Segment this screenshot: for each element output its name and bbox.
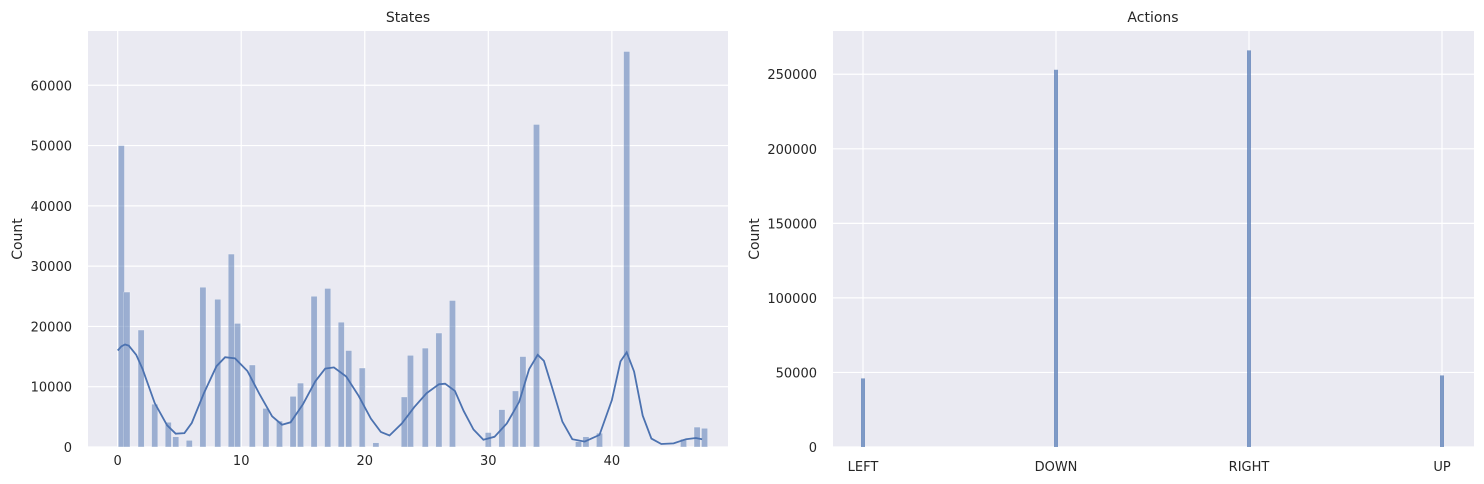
actions-bar xyxy=(1054,69,1058,447)
states-y-tick-label: 10000 xyxy=(31,381,72,396)
states-bar xyxy=(623,51,631,448)
states-bar xyxy=(123,291,131,448)
actions-y-tick-label: 0 xyxy=(809,441,817,456)
actions-x-ticks: LEFT DOWN RIGHT UP xyxy=(848,460,1451,475)
states-y-tick-label: 30000 xyxy=(31,260,72,275)
states-y-axis-label: Count xyxy=(10,218,26,260)
states-bar xyxy=(533,124,540,448)
states-y-tick-label: 20000 xyxy=(31,320,72,335)
states-bar xyxy=(337,321,345,448)
states-bar xyxy=(248,364,256,448)
actions-y-tick-label: 100000 xyxy=(767,292,817,307)
states-bar xyxy=(519,356,527,448)
states-bar xyxy=(137,329,145,448)
states-x-tick-label: 30 xyxy=(480,454,497,469)
states-bar xyxy=(512,390,519,448)
states-y-tick-label: 0 xyxy=(64,441,72,456)
actions-x-tick-label: DOWN xyxy=(1035,460,1078,475)
states-y-ticks: 0 10000 20000 30000 40000 50000 60000 xyxy=(31,79,72,456)
states-bar xyxy=(227,253,235,448)
actions-panel: LEFT DOWN RIGHT UP 0 50000 100000 150000 200000… xyxy=(747,10,1474,475)
states-bar xyxy=(234,323,241,448)
states-bar xyxy=(693,426,701,448)
states-x-tick-label: 10 xyxy=(233,454,250,469)
states-title: States xyxy=(386,10,430,26)
states-bar xyxy=(407,355,414,448)
actions-y-ticks: 0 50000 100000 150000 200000 250000 xyxy=(767,68,817,456)
states-x-tick-label: 20 xyxy=(356,454,373,469)
actions-x-tick-label: LEFT xyxy=(848,460,879,475)
states-bar xyxy=(435,332,443,448)
actions-plot-area xyxy=(833,31,1474,447)
actions-x-tick-label: RIGHT xyxy=(1229,460,1270,475)
states-bar xyxy=(701,428,708,448)
states-bar xyxy=(151,403,159,448)
actions-y-axis-label: Count xyxy=(747,218,763,260)
states-bar xyxy=(164,422,172,448)
states-y-tick-label: 50000 xyxy=(31,140,72,155)
states-bar xyxy=(172,436,180,448)
actions-bar xyxy=(1247,50,1251,447)
states-bar xyxy=(118,145,125,448)
states-bar xyxy=(575,441,582,448)
states-panel: 0 10 20 30 40 0 10000 20000 30000 40000 50000 6000… xyxy=(10,10,728,469)
states-bars xyxy=(118,51,708,448)
actions-bar xyxy=(861,378,865,447)
states-y-tick-label: 40000 xyxy=(31,200,72,215)
states-gridlines xyxy=(88,31,728,448)
states-bar xyxy=(276,420,283,448)
states-bar xyxy=(372,442,380,448)
states-y-tick-label: 60000 xyxy=(31,79,72,94)
actions-y-tick-label: 250000 xyxy=(767,68,817,83)
actions-y-tick-label: 200000 xyxy=(767,143,817,158)
actions-y-tick-label: 150000 xyxy=(767,217,817,232)
actions-x-tick-label: UP xyxy=(1433,460,1451,475)
states-x-tick-label: 0 xyxy=(114,454,122,469)
actions-bars xyxy=(861,50,1444,447)
actions-title: Actions xyxy=(1127,10,1178,26)
states-bar xyxy=(214,299,222,448)
states-bar xyxy=(297,382,304,448)
states-bar xyxy=(449,300,456,448)
states-bar xyxy=(310,296,318,448)
states-bar xyxy=(185,440,193,448)
states-bar xyxy=(199,286,207,448)
states-bar xyxy=(262,408,270,448)
actions-bar xyxy=(1440,375,1444,447)
actions-y-tick-label: 50000 xyxy=(776,366,817,381)
states-x-tick-label: 40 xyxy=(604,454,621,469)
states-x-ticks: 0 10 20 30 40 xyxy=(114,454,621,469)
states-kde-curve xyxy=(117,343,703,445)
states-bar xyxy=(345,350,353,448)
